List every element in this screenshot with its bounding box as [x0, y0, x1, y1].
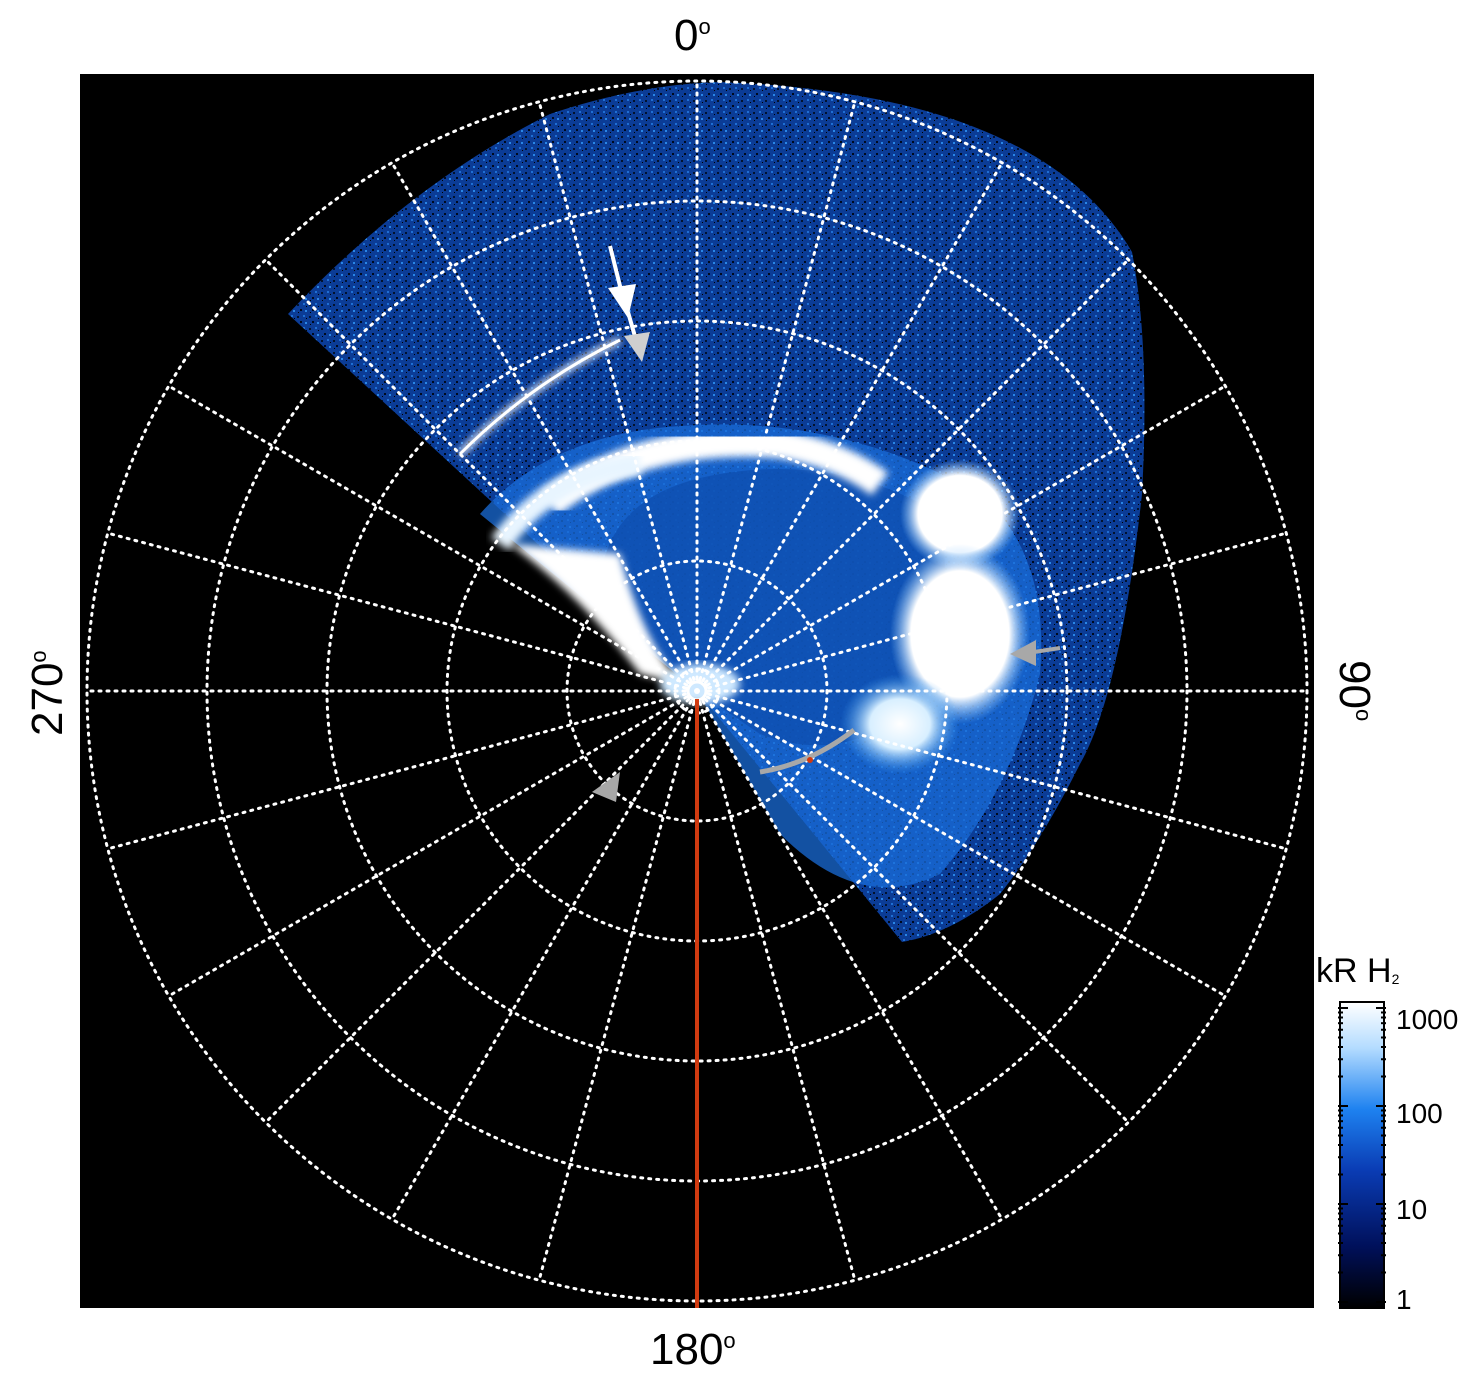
arrow-white-upper [608, 245, 636, 318]
colorbar-tick-label: 100 [1396, 1098, 1443, 1129]
footprint-point [807, 757, 813, 763]
arrow-gray-left [592, 772, 620, 802]
colorbar-tick-label: 1 [1396, 1284, 1412, 1315]
grid-spoke [698, 100, 857, 681]
grid-spoke [264, 697, 691, 1124]
grid-spoke [707, 531, 1288, 690]
grid-spoke [106, 531, 687, 690]
grid-spoke [705, 695, 1227, 998]
grid-spoke [167, 695, 689, 998]
right-longitude-label: 90o [1330, 660, 1379, 722]
top-longitude-label: 0o [674, 11, 711, 60]
colorbar-tick-label: 10 [1396, 1194, 1428, 1225]
grid-spoke [701, 161, 1004, 683]
colorbar-tick-label: 1000 [1396, 1004, 1459, 1035]
grid-spoke [390, 699, 693, 1221]
arrow-white-lower [624, 311, 650, 362]
grid-spoke [537, 701, 696, 1282]
grid-spoke [537, 100, 696, 681]
auroral-emission-region [288, 82, 1145, 942]
grid-spoke [390, 161, 693, 683]
grid-spoke [707, 692, 1288, 851]
colorbar-gradient [1339, 1001, 1385, 1309]
polar-aurora-map [80, 74, 1314, 1308]
colorbar-ticks [1338, 1007, 1386, 1303]
grid-spoke [705, 384, 1227, 687]
grid-spoke [701, 699, 1004, 1221]
grid-spoke [167, 384, 689, 687]
left-longitude-label: 270o [23, 650, 72, 736]
grid-spoke [106, 692, 687, 851]
grid-circle [325, 319, 1069, 1063]
grid-circle [85, 79, 1309, 1303]
grid-circle [565, 559, 829, 823]
colorbar [1338, 1001, 1386, 1309]
pole-marker-dot [694, 688, 700, 694]
grid-spoke [703, 258, 1130, 685]
grid-spoke [703, 697, 1130, 1124]
bottom-longitude-label: 180o [650, 1325, 736, 1374]
colorbar-title: kR H2 [1316, 952, 1400, 990]
grid-spoke [698, 701, 857, 1282]
grid-spoke [264, 258, 691, 685]
arrow-gray-right [1010, 640, 1061, 666]
